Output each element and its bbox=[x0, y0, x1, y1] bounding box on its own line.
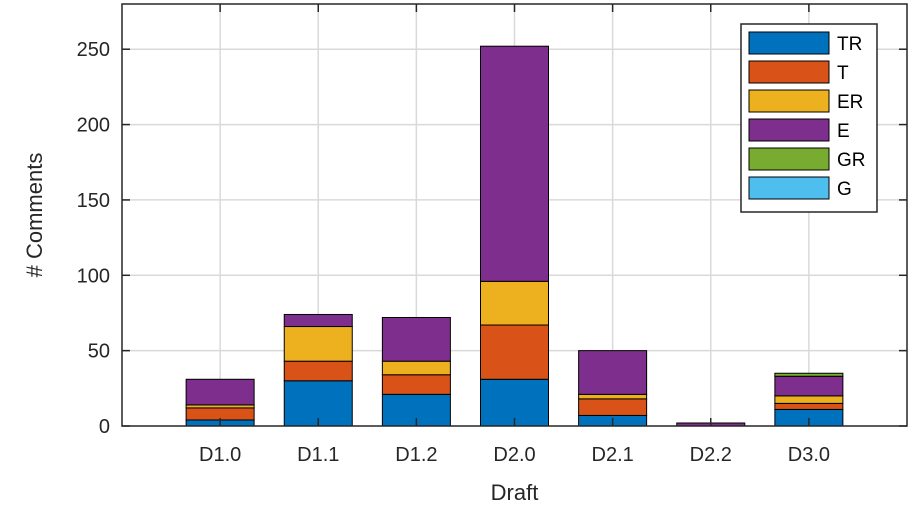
bar-segment-er-d1-2 bbox=[381, 360, 451, 376]
y-tick-labels: 0 50 100 150 200 250 bbox=[77, 39, 110, 438]
legend-label-e: E bbox=[837, 121, 850, 142]
bar-segment-er-d2-1 bbox=[578, 393, 648, 400]
x-tick-label: D1.2 bbox=[395, 444, 437, 466]
bar-segment-e-d2-0 bbox=[480, 45, 549, 282]
bar-segment-gr-d3-0 bbox=[774, 372, 844, 377]
legend-label-gr: GR bbox=[837, 150, 866, 171]
y-tick-label: 200 bbox=[77, 115, 110, 137]
legend-swatch-e bbox=[748, 118, 830, 142]
legend-label-g: G bbox=[837, 179, 852, 200]
bar-segment-e-d1-0 bbox=[185, 378, 255, 406]
y-tick-label: 250 bbox=[77, 39, 110, 61]
x-tick-label: D1.1 bbox=[297, 444, 339, 466]
bar-segment-t-d2-1 bbox=[578, 398, 648, 416]
y-tick-label: 150 bbox=[77, 190, 110, 212]
y-tick-label: 100 bbox=[77, 265, 110, 287]
bar-segment-e-d1-1 bbox=[283, 313, 353, 328]
bar-segment-e-d2-1 bbox=[578, 350, 648, 395]
y-tick-label: 0 bbox=[99, 416, 110, 438]
bar-segment-t-d1-2 bbox=[381, 374, 451, 395]
bar-segment-er-d3-0 bbox=[774, 395, 844, 404]
legend-label-t: T bbox=[837, 63, 849, 84]
bar-segment-e-d1-2 bbox=[381, 316, 451, 362]
legend-swatch-tr bbox=[748, 31, 830, 55]
x-tick-labels: D1.0 D1.1 D1.2 D2.0 D2.1 D2.2 D3.0 bbox=[199, 444, 830, 466]
x-tick-label: D1.0 bbox=[199, 444, 241, 466]
axis-ticks bbox=[122, 4, 907, 427]
legend-swatch-t bbox=[748, 60, 830, 84]
legend-label-er: ER bbox=[837, 92, 863, 113]
legend-swatch-g bbox=[748, 176, 830, 200]
x-tick-label: D2.0 bbox=[493, 444, 535, 466]
legend-swatch-er bbox=[748, 89, 830, 113]
bar-segment-t-d2-0 bbox=[480, 324, 549, 380]
legend-swatch-gr bbox=[748, 147, 830, 171]
bar-segment-t-d1-1 bbox=[283, 360, 353, 382]
x-tick-label: D2.2 bbox=[690, 444, 732, 466]
bar-segment-er-d2-0 bbox=[480, 280, 549, 326]
bar-segment-er-d1-1 bbox=[283, 326, 353, 362]
legend-label-tr: TR bbox=[837, 34, 862, 55]
x-axis-title: Draft bbox=[491, 480, 539, 505]
y-tick-label: 50 bbox=[88, 341, 110, 363]
x-tick-label: D2.1 bbox=[592, 444, 634, 466]
y-axis-title: # Comments bbox=[22, 153, 47, 278]
x-tick-label: D3.0 bbox=[788, 444, 830, 466]
bar-segment-t-d3-0 bbox=[774, 402, 844, 410]
legend: TR T ER E GR G bbox=[740, 23, 878, 213]
bar-segment-e-d3-0 bbox=[774, 375, 844, 397]
